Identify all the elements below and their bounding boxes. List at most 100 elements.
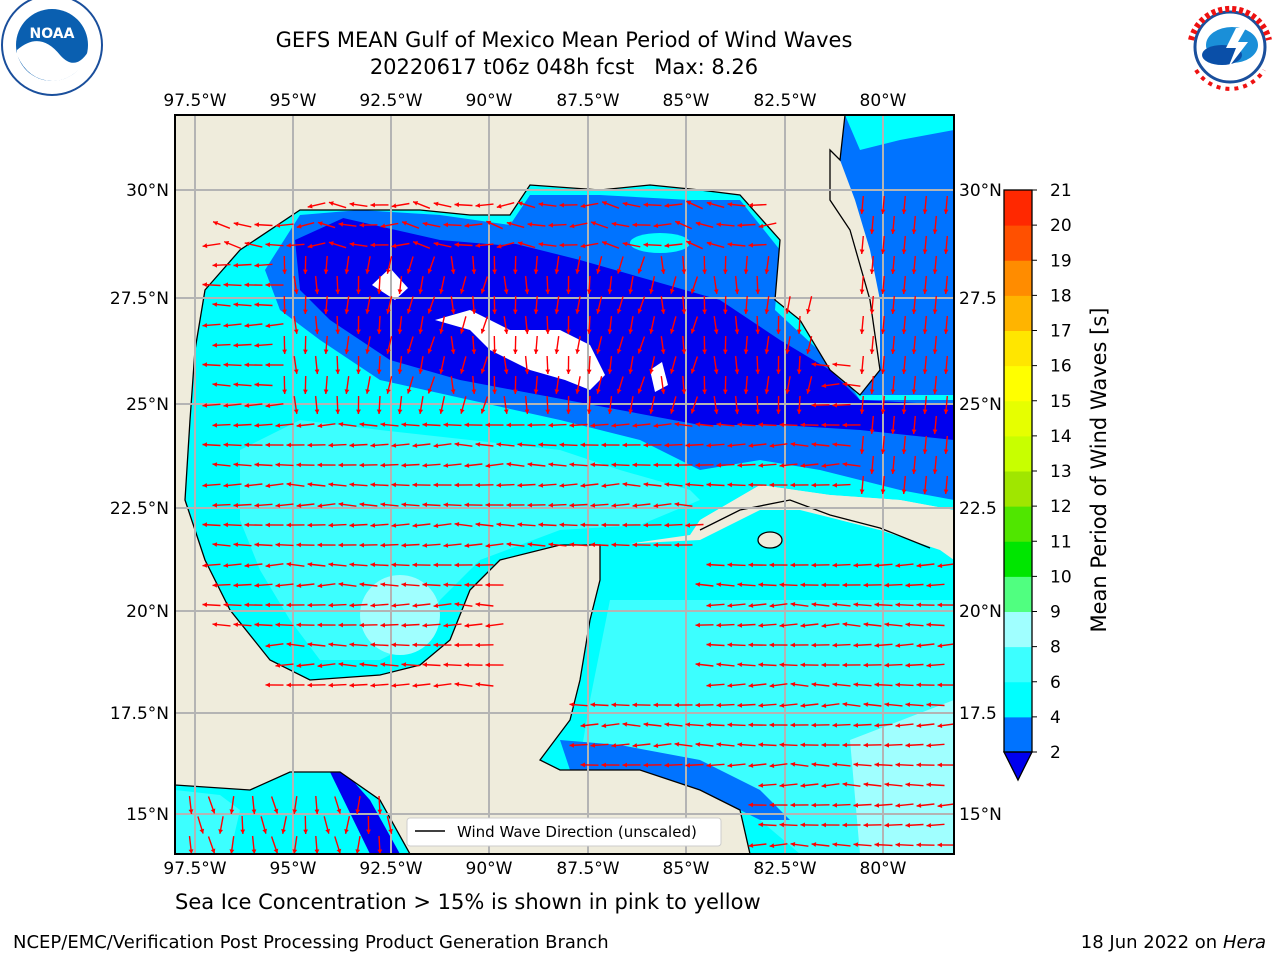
- wind-arrow-head: [758, 742, 763, 748]
- wind-arrow-head: [790, 442, 796, 447]
- wind-arrow-head: [317, 503, 323, 508]
- wind-arrow-head: [548, 462, 554, 467]
- wind-arrow-head: [566, 409, 571, 414]
- wind-arrow-head: [580, 203, 586, 209]
- wind-arrow-head: [433, 642, 438, 648]
- sea-ice-caption: Sea Ice Concentration > 15% is shown in …: [175, 890, 761, 914]
- wind-arrow-head: [695, 422, 701, 427]
- wind-arrow-head: [433, 562, 438, 568]
- wind-arrow-head: [506, 422, 511, 428]
- wind-arrow-head: [853, 682, 859, 687]
- wind-arrow-head: [842, 702, 848, 707]
- wind-arrow-head: [328, 522, 333, 528]
- wind-arrow-head: [811, 762, 817, 767]
- noaa-logo-text: NOAA: [30, 26, 75, 42]
- wind-arrow-head: [937, 602, 942, 608]
- wind-arrow-head: [727, 603, 733, 608]
- wind-arrow-head: [922, 289, 928, 294]
- wind-arrow-head: [471, 349, 477, 354]
- wind-arrow-head: [307, 562, 313, 567]
- wind-arrow-head: [622, 722, 628, 727]
- wind-arrow-head: [386, 388, 391, 394]
- wind-arrow-head: [569, 502, 574, 508]
- lon-label-top: 90°W: [466, 91, 513, 111]
- wind-arrow-head: [727, 443, 733, 448]
- wind-arrow-head: [233, 382, 239, 387]
- wind-arrow-head: [681, 309, 687, 314]
- wind-arrow-head: [607, 289, 613, 294]
- wind-arrow-head: [800, 703, 806, 708]
- wind-arrow-head: [932, 429, 938, 434]
- wind-arrow-head: [244, 483, 250, 488]
- wind-arrow-head: [460, 368, 465, 374]
- wind-arrow-head: [821, 383, 827, 388]
- wind-arrow-head: [485, 582, 490, 588]
- wind-arrow-head: [727, 763, 733, 768]
- wind-arrow-head: [506, 542, 512, 547]
- wind-arrow-head: [632, 462, 637, 468]
- colorbar-segment: [1004, 260, 1032, 296]
- wind-arrow-head: [338, 422, 344, 427]
- wind-arrow-head: [674, 742, 680, 747]
- lat-label-left: 22.5°N: [110, 499, 169, 519]
- wind-arrow-head: [622, 482, 628, 487]
- wind-arrow-head: [779, 703, 785, 708]
- wind-arrow-head: [811, 402, 816, 408]
- wind-arrow-head: [554, 349, 560, 354]
- wind-arrow-head: [811, 682, 817, 687]
- lon-label-bottom: 95°W: [270, 859, 317, 879]
- lat-label-right: 25°N: [959, 395, 1002, 415]
- wind-arrow-head: [580, 243, 586, 249]
- wind-arrow-head: [314, 329, 320, 334]
- wind-arrow-head: [575, 309, 580, 314]
- colorbar-segment: [1004, 681, 1032, 718]
- wind-arrow-head: [737, 582, 743, 587]
- wind-arrow-head: [422, 502, 427, 508]
- wind-arrow-head: [937, 762, 942, 768]
- wind-arrow-head: [370, 523, 376, 528]
- wind-arrow-head: [895, 643, 901, 648]
- wind-arrow-head: [890, 389, 896, 394]
- wind-arrow-head: [607, 409, 613, 414]
- wind-arrow-head: [349, 522, 354, 528]
- wind-arrow-head: [800, 582, 805, 588]
- wind-arrow-head: [454, 202, 459, 208]
- wind-arrow-head: [643, 522, 648, 528]
- wind-arrow-head: [590, 503, 596, 508]
- wind-arrow-head: [433, 603, 439, 608]
- wind-arrow-head: [660, 349, 666, 354]
- wind-arrow-head: [496, 482, 501, 488]
- wind-arrow-head: [503, 329, 509, 334]
- wind-arrow-head: [674, 422, 680, 427]
- wind-arrow-head: [880, 209, 886, 214]
- wind-arrow-head: [254, 302, 259, 308]
- wind-arrow-head: [874, 643, 880, 648]
- wind-arrow-head: [769, 482, 774, 488]
- lon-label-top: 97.5°W: [163, 91, 226, 111]
- wind-arrow-head: [681, 349, 687, 354]
- wind-arrow-head: [413, 201, 419, 206]
- wind-arrow-head: [475, 682, 481, 687]
- wind-arrow-head: [790, 642, 795, 648]
- wind-arrow-head: [223, 522, 228, 528]
- wind-arrow-head: [821, 463, 827, 468]
- wind-arrow-head: [869, 229, 875, 234]
- wind-arrow-head: [869, 429, 875, 434]
- wind-arrow-head: [265, 403, 271, 408]
- wind-arrow-head: [212, 422, 217, 428]
- wind-arrow-head: [922, 409, 928, 414]
- wind-arrow-head: [748, 443, 754, 448]
- wind-arrow-head: [296, 503, 302, 508]
- wind-arrow-head: [727, 642, 732, 648]
- lat-label-right: 30°N: [959, 181, 1002, 201]
- wind-arrow-head: [664, 482, 670, 487]
- wind-arrow-head: [869, 469, 875, 474]
- colorbar-segment: [1004, 400, 1032, 437]
- colorbar-label: Mean Period of Wind Waves [s]: [1087, 308, 1111, 633]
- wind-arrow-head: [569, 542, 575, 547]
- wind-arrow-head: [380, 542, 385, 548]
- wind-arrow-head: [365, 349, 370, 354]
- wind-arrow-head: [685, 722, 691, 727]
- wind-arrow-head: [737, 622, 742, 628]
- wind-arrow-head: [616, 388, 622, 394]
